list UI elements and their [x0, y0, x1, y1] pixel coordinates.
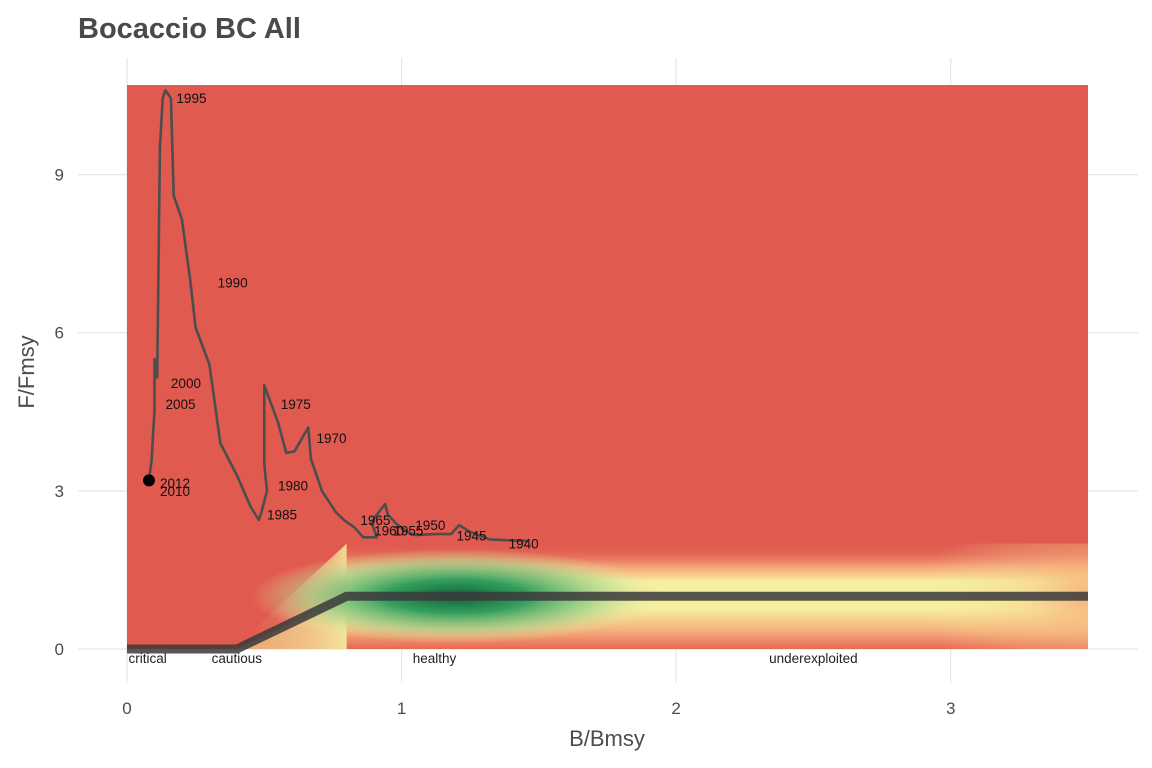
trajectory-series: [142, 89, 528, 543]
x-tick-0: 0: [122, 699, 131, 718]
chart-title: Bocaccio BC All: [78, 13, 301, 45]
year-label-1955: 1955: [393, 523, 423, 538]
current-status-point: [142, 474, 155, 487]
status-background: [127, 85, 1089, 649]
stock-trajectory-line: [147, 89, 528, 543]
year-label-2005: 2005: [165, 397, 195, 412]
year-label-2012: 2012: [160, 476, 190, 491]
year-label-1970: 1970: [316, 431, 346, 446]
x-tick-1: 1: [397, 699, 406, 718]
y-tick-9: 9: [55, 166, 64, 185]
zone-labels: critical cautious healthy underexploited: [128, 651, 857, 666]
year-label-1995: 1995: [176, 91, 206, 106]
reference-line: [127, 591, 1088, 654]
year-labels: 1995 1990 2000 2005 1975 1970 1980 1985 20122010…: [160, 91, 539, 551]
year-label-2010: 2010: [160, 484, 190, 499]
y-tick-3: 3: [55, 482, 64, 501]
x-axis-ticks: 0 1 2 3: [122, 699, 955, 718]
y-axis-title: F/Fmsy: [14, 335, 39, 408]
x-tick-2: 2: [671, 699, 680, 718]
year-label-1975: 1975: [281, 397, 311, 412]
harvest-control-rule: [127, 591, 1088, 654]
year-label-2000: 2000: [171, 376, 201, 391]
y-tick-0: 0: [55, 640, 64, 659]
zone-label-underexploited: underexploited: [769, 651, 858, 666]
year-label-1990: 1990: [218, 276, 248, 291]
year-label-1985: 1985: [267, 508, 297, 523]
x-axis-title: B/Bmsy: [569, 726, 645, 751]
year-label-1945: 1945: [456, 529, 486, 544]
y-axis-ticks: 0 3 6 9: [55, 166, 64, 659]
year-label-1960: 1960: [374, 523, 404, 538]
x-tick-3: 3: [946, 699, 955, 718]
zone-label-healthy: healthy: [413, 651, 457, 666]
y-tick-6: 6: [55, 324, 64, 343]
year-label-1950: 1950: [415, 518, 445, 533]
year-label-1980: 1980: [278, 479, 308, 494]
zone-label-critical: critical: [128, 651, 166, 666]
year-label-1965: 1965: [360, 513, 390, 528]
year-label-1940: 1940: [509, 537, 539, 552]
zone-label-cautious: cautious: [212, 651, 263, 666]
